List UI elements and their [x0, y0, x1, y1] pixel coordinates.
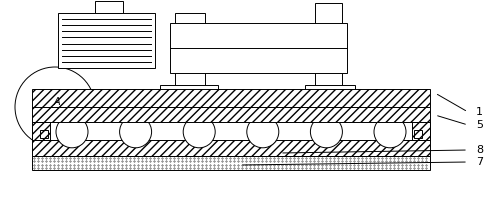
- Bar: [40, 130, 48, 138]
- Circle shape: [120, 116, 152, 148]
- Bar: [40, 130, 48, 138]
- Bar: [32, 107, 430, 122]
- Text: 7: 7: [476, 157, 483, 167]
- Bar: [58, 13, 155, 68]
- Bar: [414, 130, 422, 138]
- Bar: [315, 3, 342, 89]
- Circle shape: [247, 116, 279, 148]
- Circle shape: [310, 116, 342, 148]
- Bar: [160, 85, 218, 93]
- Bar: [32, 122, 430, 140]
- Circle shape: [183, 116, 215, 148]
- Bar: [32, 107, 430, 122]
- Text: 1: 1: [476, 107, 483, 117]
- Text: A: A: [54, 97, 60, 107]
- Bar: [175, 13, 205, 89]
- Circle shape: [374, 116, 406, 148]
- Bar: [32, 140, 430, 156]
- Bar: [414, 130, 422, 138]
- Text: 8: 8: [476, 145, 483, 155]
- Bar: [32, 89, 430, 107]
- Text: 5: 5: [476, 120, 483, 130]
- Bar: [32, 156, 430, 170]
- Circle shape: [15, 67, 95, 147]
- Bar: [32, 89, 430, 107]
- Bar: [32, 140, 430, 156]
- Bar: [305, 85, 355, 93]
- Bar: [170, 23, 347, 73]
- Bar: [95, 1, 123, 13]
- Circle shape: [56, 116, 88, 148]
